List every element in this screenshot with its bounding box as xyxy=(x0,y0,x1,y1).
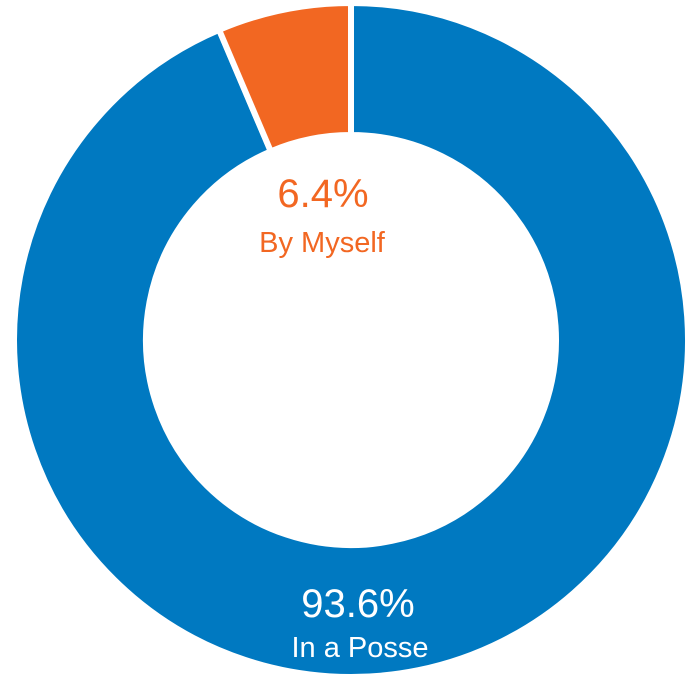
slice-labels: 93.6% In a Posse 6.4% By Myself xyxy=(259,172,428,664)
value-label-in-a-posse: 93.6% xyxy=(301,582,414,626)
value-label-by-myself: 6.4% xyxy=(277,172,368,216)
slice-in-a-posse xyxy=(11,0,687,680)
category-label-in-a-posse: In a Posse xyxy=(291,632,428,664)
donut-slices xyxy=(11,0,687,680)
slice-by-myself xyxy=(215,0,354,156)
category-label-by-myself: By Myself xyxy=(259,227,386,259)
